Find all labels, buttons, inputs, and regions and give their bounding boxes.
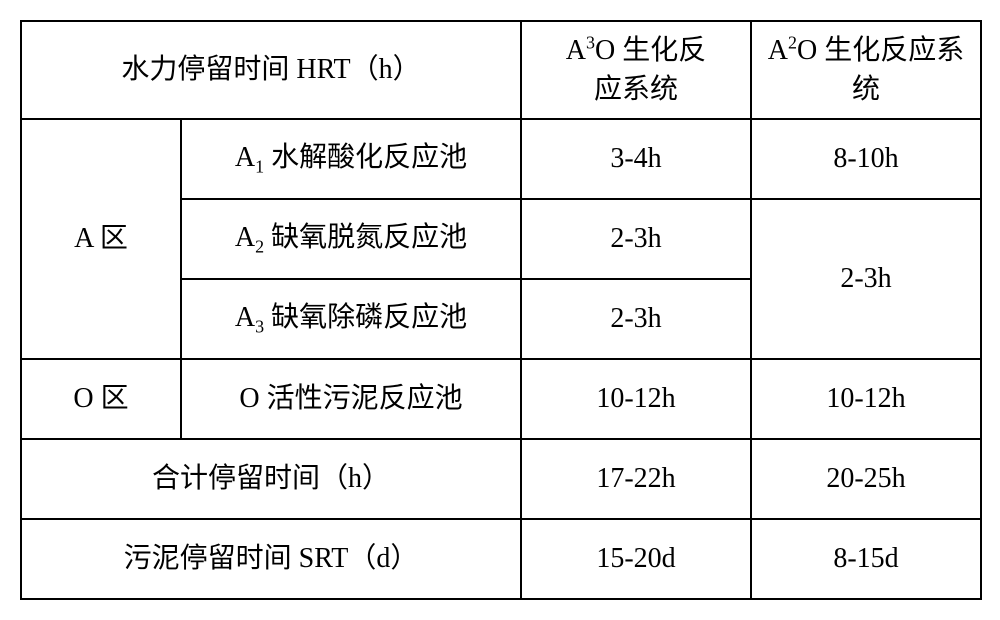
- o-label: O 活性污泥反应池: [181, 359, 521, 439]
- table-row: O 区 O 活性污泥反应池 10-12h 10-12h: [21, 359, 981, 439]
- srt-v1: 15-20d: [521, 519, 751, 599]
- header-a2o: A2O 生化反应系 统: [751, 21, 981, 119]
- a1-v2: 8-10h: [751, 119, 981, 199]
- o-v1: 10-12h: [521, 359, 751, 439]
- a1-v1: 3-4h: [521, 119, 751, 199]
- a3-label: A3 缺氧除磷反应池: [181, 279, 521, 359]
- srt-v2: 8-15d: [751, 519, 981, 599]
- header-a3o: A3O 生化反 应系统: [521, 21, 751, 119]
- a23-v2: 2-3h: [751, 199, 981, 359]
- header-a2o-l1: A2O 生化反应系: [768, 35, 964, 66]
- header-a2o-l2: 统: [852, 74, 880, 105]
- header-hrt: 水力停留时间 HRT（h）: [21, 21, 521, 119]
- table-row: 污泥停留时间 SRT（d） 15-20d 8-15d: [21, 519, 981, 599]
- srt-label: 污泥停留时间 SRT（d）: [21, 519, 521, 599]
- total-v1: 17-22h: [521, 439, 751, 519]
- table-header-row: 水力停留时间 HRT（h） A3O 生化反 应系统 A2O 生化反应系 统: [21, 21, 981, 119]
- o-v2: 10-12h: [751, 359, 981, 439]
- a-zone-label: A 区: [21, 119, 181, 359]
- table-row: A 区 A1 水解酸化反应池 3-4h 8-10h: [21, 119, 981, 199]
- a2-v1: 2-3h: [521, 199, 751, 279]
- total-label: 合计停留时间（h）: [21, 439, 521, 519]
- hrt-srt-table: 水力停留时间 HRT（h） A3O 生化反 应系统 A2O 生化反应系 统 A …: [20, 20, 982, 600]
- a1-label: A1 水解酸化反应池: [181, 119, 521, 199]
- header-a3o-l2: 应系统: [594, 74, 678, 105]
- a3-v1: 2-3h: [521, 279, 751, 359]
- table-row: 合计停留时间（h） 17-22h 20-25h: [21, 439, 981, 519]
- o-zone-label: O 区: [21, 359, 181, 439]
- a2-label: A2 缺氧脱氮反应池: [181, 199, 521, 279]
- header-a3o-l1: A3O 生化反: [566, 35, 706, 66]
- total-v2: 20-25h: [751, 439, 981, 519]
